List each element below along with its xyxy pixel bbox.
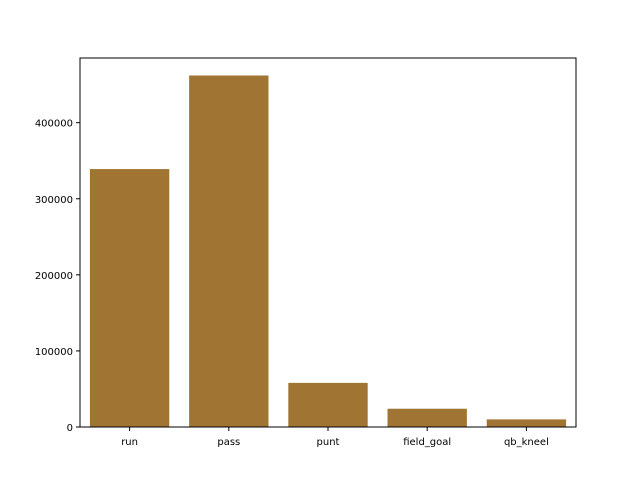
x-axis: run pass punt field_goal qb_kneel xyxy=(121,427,549,448)
y-tick-label: 0 xyxy=(67,423,73,434)
x-tick-label: run xyxy=(121,437,138,448)
y-tick-label: 400000 xyxy=(35,119,73,130)
bar-punt xyxy=(288,382,368,427)
x-tick-label: field_goal xyxy=(403,437,451,448)
x-tick-label: pass xyxy=(217,437,240,448)
y-tick-label: 300000 xyxy=(35,195,73,206)
y-axis: 0 100000 200000 300000 400000 xyxy=(35,119,80,434)
bar-qb-kneel xyxy=(486,419,567,427)
y-tick-label: 200000 xyxy=(35,271,73,282)
bar-run xyxy=(89,169,170,427)
x-tick-label: qb_kneel xyxy=(504,437,549,448)
bars-group xyxy=(89,75,567,428)
bar-pass xyxy=(189,75,269,428)
x-tick-label: punt xyxy=(317,437,340,448)
bar-field-goal xyxy=(387,408,467,427)
y-tick-label: 100000 xyxy=(35,347,73,358)
